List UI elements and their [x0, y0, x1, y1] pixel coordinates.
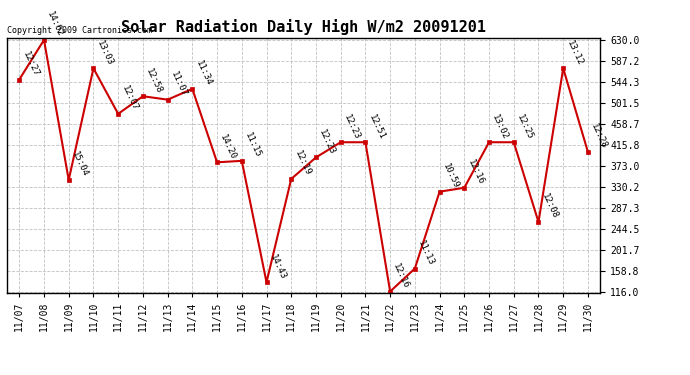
Text: 11:34: 11:34: [194, 59, 213, 87]
Title: Solar Radiation Daily High W/m2 20091201: Solar Radiation Daily High W/m2 20091201: [121, 19, 486, 35]
Text: 12:08: 12:08: [540, 192, 560, 220]
Text: 12:07: 12:07: [119, 84, 139, 112]
Text: 14:43: 14:43: [268, 253, 288, 281]
Text: 13:12: 13:12: [564, 39, 584, 67]
Text: 12:16: 12:16: [466, 158, 485, 186]
Text: 11:15: 11:15: [243, 131, 263, 159]
Text: 11:07: 11:07: [169, 70, 188, 98]
Text: 11:13: 11:13: [416, 239, 436, 267]
Text: 12:28: 12:28: [589, 123, 609, 151]
Text: 12:16: 12:16: [391, 262, 411, 290]
Text: 15:04: 15:04: [70, 150, 90, 178]
Text: 13:02: 13:02: [491, 113, 510, 141]
Text: 14:20: 14:20: [219, 133, 238, 161]
Text: 10:59: 10:59: [441, 162, 460, 190]
Text: 12:23: 12:23: [342, 113, 362, 141]
Text: 12:23: 12:23: [317, 128, 337, 156]
Text: Copyright 2009 Cartronics.com: Copyright 2009 Cartronics.com: [7, 26, 152, 35]
Text: 12:19: 12:19: [293, 149, 312, 177]
Text: 12:25: 12:25: [515, 113, 535, 141]
Text: 13:03: 13:03: [95, 39, 115, 67]
Text: 12:58: 12:58: [144, 67, 164, 95]
Text: 12:51: 12:51: [367, 113, 386, 141]
Text: 14:02: 14:02: [46, 10, 65, 39]
Text: 12:27: 12:27: [21, 50, 40, 78]
